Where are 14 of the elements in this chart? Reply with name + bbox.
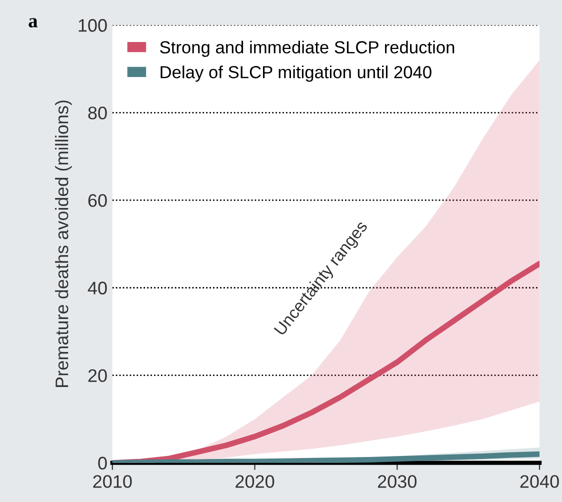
y-axis-title: Premature deaths avoided (millions) bbox=[55, 100, 72, 387]
x-tick-label: 2040 bbox=[520, 475, 559, 488]
legend-label: Strong and immediate SLCP reduction bbox=[160, 40, 454, 57]
legend-label: Delay of SLCP mitigation until 2040 bbox=[160, 66, 432, 82]
x-tick-label: 2020 bbox=[236, 475, 274, 488]
x-tick-label: 2010 bbox=[93, 475, 132, 488]
y-tick-label: 100 bbox=[78, 19, 107, 32]
x-tick-label: 2030 bbox=[378, 475, 417, 488]
y-tick-label: 20 bbox=[88, 369, 107, 382]
y-tick-label: 40 bbox=[88, 282, 107, 294]
text: a bbox=[28, 18, 38, 28]
y-tick-label: 60 bbox=[88, 194, 107, 207]
y-tick-label: 80 bbox=[88, 106, 107, 120]
y-tick-label: 0 bbox=[98, 456, 107, 470]
